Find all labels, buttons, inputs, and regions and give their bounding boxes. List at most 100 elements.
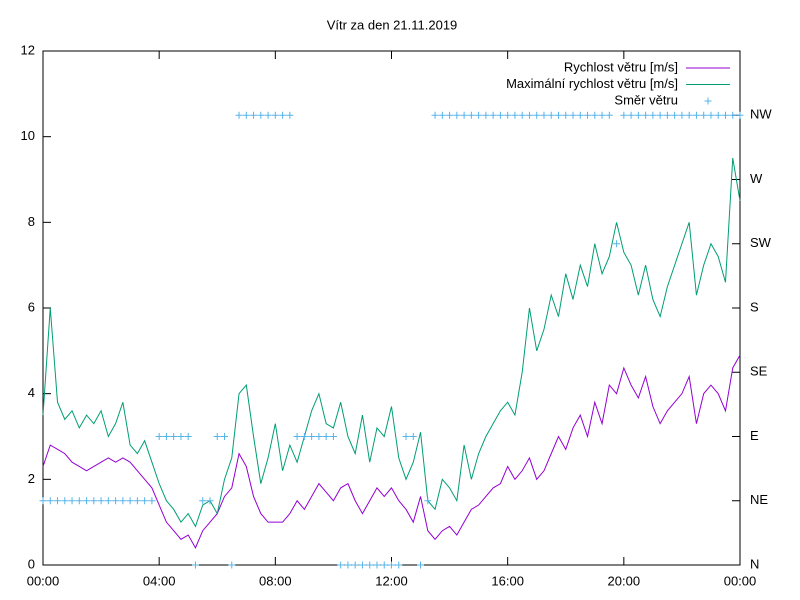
direction-point <box>250 111 258 119</box>
y2-tick-label: SW <box>750 235 772 250</box>
y-tick-label: 0 <box>28 556 35 571</box>
direction-point <box>649 111 657 119</box>
legend-label: Směr větru <box>614 92 678 107</box>
x-tick-label: 12:00 <box>375 573 408 588</box>
direction-point <box>119 497 127 505</box>
direction-point <box>279 111 287 119</box>
direction-point <box>83 497 91 505</box>
direction-point <box>90 497 98 505</box>
direction-point <box>184 433 192 440</box>
y2-tick-label: SE <box>750 364 768 379</box>
x-tick-label: 16:00 <box>491 573 524 588</box>
direction-point <box>613 240 621 248</box>
direction-point <box>170 433 178 440</box>
series-line <box>42 157 741 528</box>
direction-point <box>533 111 541 119</box>
direction-point <box>199 497 207 505</box>
direction-point <box>685 111 693 119</box>
direction-point <box>591 111 599 119</box>
y-tick-label: 4 <box>28 385 35 400</box>
direction-point <box>576 111 584 119</box>
y2-tick-label: NW <box>750 107 772 122</box>
y2-tick-label: S <box>750 299 759 314</box>
direction-point <box>504 111 512 119</box>
direction-point <box>482 111 490 119</box>
direction-point <box>584 111 592 119</box>
x-tick-label: 20:00 <box>608 573 641 588</box>
direction-point <box>46 497 54 505</box>
direction-point <box>417 561 425 569</box>
direction-point <box>61 497 69 505</box>
direction-point <box>569 111 577 119</box>
series-line <box>42 354 741 550</box>
x-tick-label: 00:00 <box>27 573 60 588</box>
direction-point <box>424 497 432 505</box>
direction-point <box>257 111 265 119</box>
direction-point <box>642 111 650 119</box>
direction-point <box>598 111 606 119</box>
direction-point <box>228 561 236 569</box>
direction-point <box>206 497 214 505</box>
direction-point <box>700 111 708 119</box>
direction-point <box>366 561 374 569</box>
direction-point <box>380 561 388 569</box>
direction-point <box>162 433 170 440</box>
y-tick-label: 6 <box>28 299 35 314</box>
direction-point <box>634 111 642 119</box>
direction-point <box>554 111 562 119</box>
legend-label: Rychlost větru [m/s] <box>564 59 678 74</box>
direction-point <box>54 497 62 505</box>
direction-point <box>373 561 381 569</box>
legend-marker <box>704 97 712 105</box>
direction-point <box>191 561 199 569</box>
direction-point <box>627 111 635 119</box>
direction-point <box>264 111 272 119</box>
direction-point <box>141 497 149 505</box>
direction-point <box>518 111 526 119</box>
direction-point <box>721 111 729 119</box>
y2-tick-label: W <box>750 171 763 186</box>
x-tick-label: 04:00 <box>143 573 176 588</box>
direction-point <box>409 433 417 440</box>
direction-point <box>475 111 483 119</box>
direction-point <box>221 433 229 440</box>
direction-point <box>300 433 308 440</box>
direction-point <box>104 497 112 505</box>
y-tick-label: 2 <box>28 471 35 486</box>
direction-point <box>460 111 468 119</box>
direction-point <box>97 497 105 505</box>
direction-point <box>133 497 141 505</box>
y-tick-label: 8 <box>28 214 35 229</box>
direction-point <box>329 433 337 440</box>
direction-point <box>308 433 316 440</box>
direction-point <box>736 111 744 119</box>
direction-point <box>388 561 395 569</box>
direction-point <box>242 111 250 119</box>
direction-point <box>671 111 679 119</box>
direction-point <box>496 111 504 119</box>
y2-tick-label: E <box>750 428 759 443</box>
direction-point <box>337 561 345 569</box>
direction-point <box>126 497 134 505</box>
direction-point <box>605 111 613 119</box>
direction-point <box>358 561 366 569</box>
direction-point <box>315 433 323 440</box>
direction-point <box>729 111 737 119</box>
direction-point <box>562 111 570 119</box>
chart-title: Vítr za den 21.11.2019 <box>327 17 458 32</box>
direction-point <box>540 111 548 119</box>
direction-point <box>344 561 352 569</box>
direction-point <box>112 497 120 505</box>
direction-point <box>431 111 439 119</box>
legend-label: Maximální rychlost větru [m/s] <box>506 76 678 91</box>
direction-point <box>714 111 722 119</box>
direction-point <box>453 111 461 119</box>
direction-point <box>39 497 47 505</box>
y2-tick-label: NE <box>750 492 768 507</box>
direction-point <box>547 111 555 119</box>
direction-point <box>692 111 700 119</box>
direction-point <box>322 433 330 440</box>
